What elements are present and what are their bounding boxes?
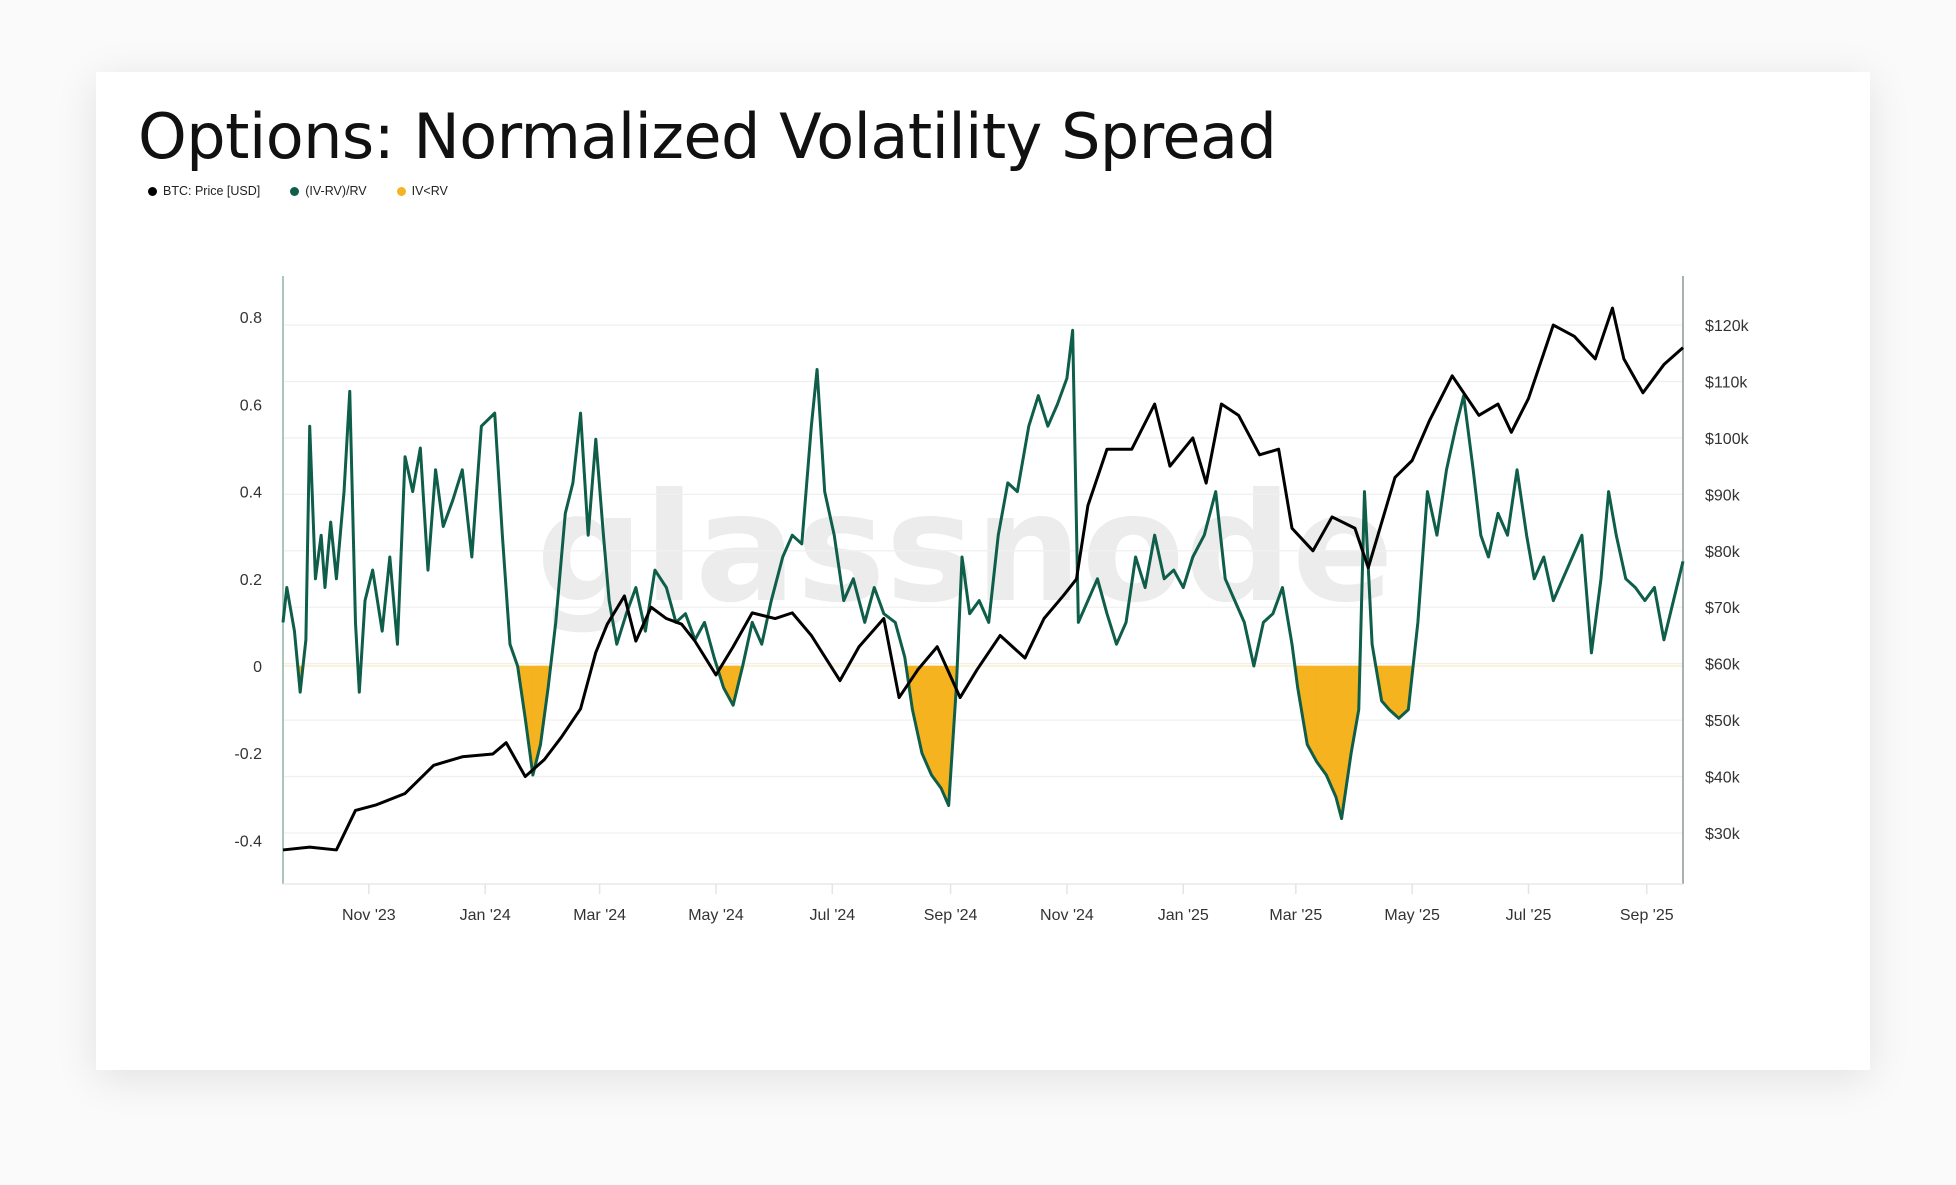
left-axis-tick-label: -0.4 — [234, 833, 262, 850]
vol-spread-line — [281, 328, 1685, 821]
x-axis-tick-label: Jul '24 — [809, 907, 855, 924]
iv-below-rv-area — [297, 665, 1414, 819]
legend-dot-icon — [290, 186, 300, 196]
right-axis-tick-label: $50k — [1705, 713, 1741, 730]
legend-dot-icon — [148, 186, 157, 196]
legend: BTC: Price [USD] (IV-RV)/RV IV<RV — [148, 184, 448, 198]
right-axis-tick-label: $90k — [1705, 487, 1741, 504]
legend-dot-icon — [396, 186, 406, 196]
right-axis-tick-label: $100k — [1705, 431, 1750, 448]
left-axis-tick-label: 0.6 — [240, 397, 262, 414]
x-axis-tick-label: Sep '24 — [924, 907, 978, 924]
axis-ticks: $30k $40k $50k $60k $70k $80k $90k $100k $110k $1… — [234, 310, 1749, 924]
x-axis-tick-label: Nov '23 — [342, 907, 396, 924]
legend-item-btc-price[interactable]: BTC: Price [USD] — [148, 184, 260, 198]
right-axis-tick-label: $70k — [1705, 600, 1741, 617]
legend-label: IV<RV — [411, 184, 448, 198]
iv-below-rv-fill — [297, 665, 1414, 819]
legend-item-vol-spread[interactable]: (IV-RV)/RV — [290, 184, 367, 198]
right-axis-tick-label: $80k — [1705, 544, 1741, 561]
x-axis-tick-label: Sep '25 — [1620, 907, 1674, 924]
x-axis-tick-label: Mar '25 — [1269, 907, 1322, 924]
x-axis-tick-label: Nov '24 — [1040, 907, 1094, 924]
right-axis-tick-label: $110k — [1705, 374, 1748, 391]
right-axis-tick-label: $120k — [1705, 318, 1750, 335]
x-axis-tick-label: May '24 — [688, 907, 744, 924]
x-axis-tick-label: Jul '25 — [1506, 907, 1552, 924]
chart-title: Options: Normalized Volatility Spread — [138, 100, 1277, 173]
left-axis-tick-label: -0.2 — [234, 746, 262, 763]
right-axis-tick-label: $60k — [1705, 657, 1741, 674]
watermark: glassnode — [536, 462, 1394, 636]
legend-label: (IV-RV)/RV — [305, 184, 367, 198]
x-axis-tick-label: Jan '24 — [460, 907, 511, 924]
right-axis-tick-label: $30k — [1705, 826, 1741, 843]
right-axis-tick-label: $40k — [1705, 770, 1741, 787]
left-axis-tick-label: 0 — [253, 659, 262, 676]
series-lines — [281, 306, 1685, 852]
legend-item-iv-below-rv[interactable]: IV<RV — [396, 184, 448, 198]
legend-label: BTC: Price [USD] — [163, 184, 261, 198]
x-axis-tick-label: Jan '25 — [1158, 907, 1209, 924]
left-axis-tick-label: 0.4 — [240, 485, 262, 502]
left-axis-tick-label: 0.8 — [240, 310, 262, 327]
btc-price-line — [282, 306, 1684, 852]
left-axis-tick-label: 0.2 — [240, 572, 262, 589]
x-axis-tick-label: Mar '24 — [573, 907, 626, 924]
x-axis-tick-label: May '25 — [1384, 907, 1440, 924]
